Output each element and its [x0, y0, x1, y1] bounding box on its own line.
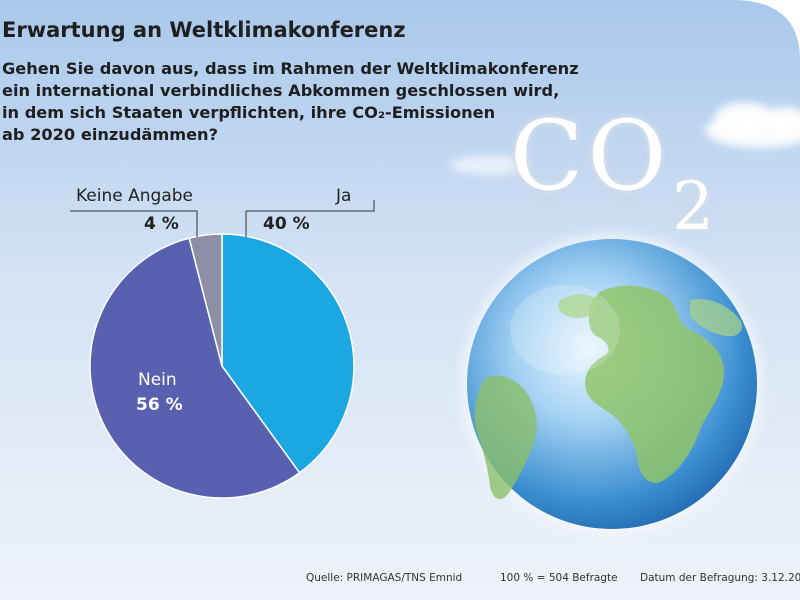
- source-note: Quelle: PRIMAGAS/TNS Emnid: [306, 572, 463, 584]
- pie-slice-nein: [89, 237, 301, 499]
- co2-subscript: 2: [672, 168, 714, 245]
- question-line: Gehen Sie davon aus, dass im Rahmen der …: [2, 59, 579, 78]
- survey-date: Datum der Befragung: 3.12.2015: [640, 572, 800, 584]
- slice-label-keine-angabe: Keine Angabe: [76, 186, 193, 206]
- co2-cloud-letters: CO: [510, 100, 671, 212]
- survey-question: Gehen Sie davon aus, dass im Rahmen der …: [2, 58, 602, 146]
- leader-line-keine-angabe: [70, 210, 198, 237]
- question-line: in dem sich Staaten verpflichten, ihre C…: [2, 103, 496, 122]
- question-line: ein international verbindliches Abkommen…: [2, 81, 560, 100]
- earth-globe-icon: [454, 226, 770, 542]
- page-title: Erwartung an Weltklimakonferenz: [2, 18, 406, 42]
- question-line: ab 2020 einzudämmen?: [2, 125, 218, 144]
- leader-line-ja: [246, 200, 375, 212]
- slice-value-keine-angabe: 4 %: [144, 214, 179, 234]
- slice-value-nein: 56 %: [136, 395, 183, 415]
- slice-label-ja: Ja: [336, 186, 352, 206]
- slice-label-nein: Nein: [138, 370, 177, 390]
- slice-value-ja: 40 %: [263, 214, 310, 234]
- pie-slice-keine-angabe: [188, 233, 223, 367]
- cloud-icon: [450, 102, 800, 175]
- pie-slice-ja: [221, 233, 355, 474]
- base-note: 100 % = 504 Befragte: [500, 572, 618, 584]
